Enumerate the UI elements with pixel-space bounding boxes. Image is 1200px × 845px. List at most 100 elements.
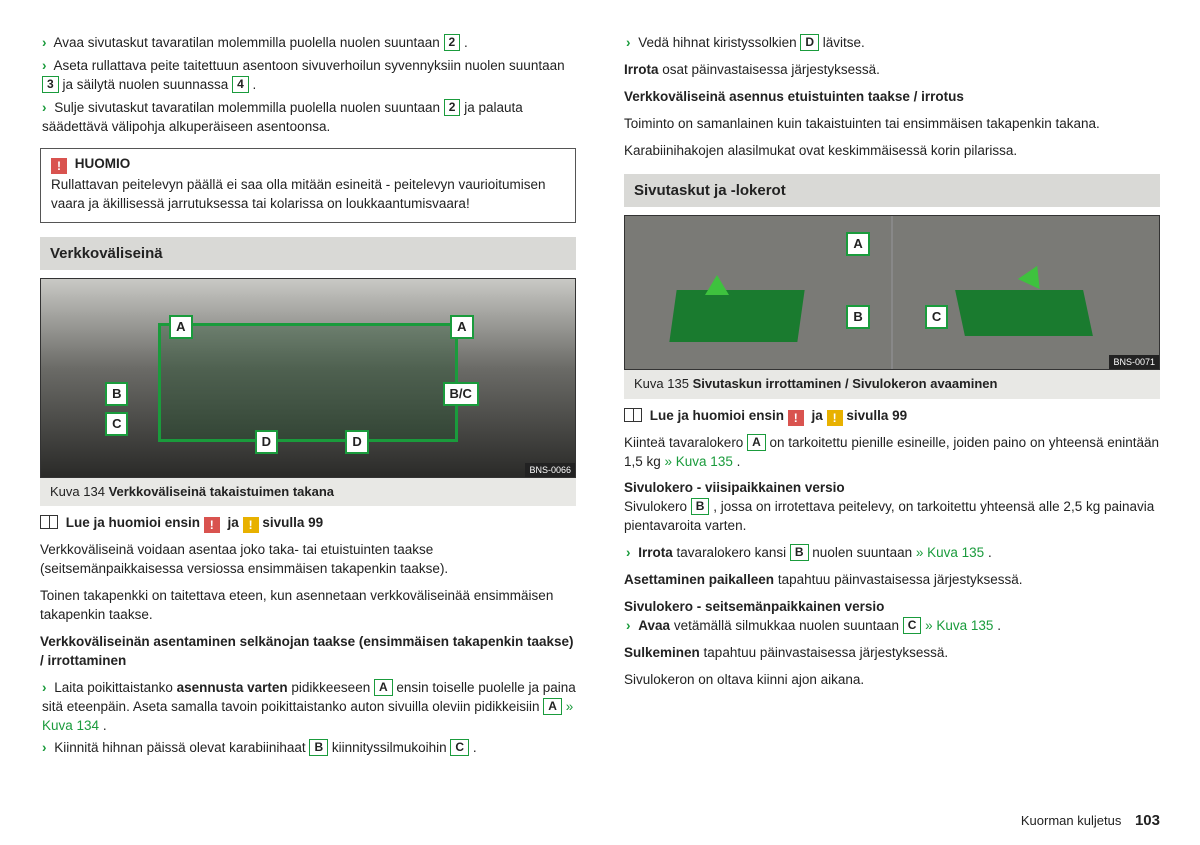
text: Laita poikittaistanko (54, 680, 176, 695)
page-number: 103 (1135, 812, 1160, 829)
bullet-install-bar: › Laita poikittaistanko asennusta varten… (40, 679, 576, 736)
text: . (464, 35, 468, 50)
step-ref: 3 (42, 76, 59, 93)
bullet-open-compartment: › Avaa vetämällä silmukkaa nuolen suunta… (624, 617, 1160, 636)
paragraph-remove: Irrota osat päinvastaisessa järjestykses… (624, 61, 1160, 80)
paragraph: Toiminto on samanlainen kuin takaistuint… (624, 115, 1160, 134)
arrow-icon (1018, 261, 1048, 289)
callout-a: A (169, 315, 192, 339)
chevron-icon: › (42, 58, 47, 73)
chevron-icon: › (42, 100, 47, 115)
text: Avaa sivutaskut tavaratilan molemmilla p… (54, 35, 444, 50)
text-bold: Irrota (624, 62, 659, 77)
arrow-icon (705, 275, 729, 295)
text: sivulla 99 (262, 515, 323, 530)
figure-135-left: A B (625, 216, 891, 369)
section-heading-pockets: Sivutaskut ja -lokerot (624, 174, 1160, 207)
sub-heading: Sivulokero - viisipaikkainen versio (624, 479, 1160, 498)
callout-a: A (450, 315, 473, 339)
text: . (997, 618, 1001, 633)
callout-d: D (255, 430, 278, 454)
net-overlay (158, 323, 457, 442)
bullet-open-pockets: › Avaa sivutaskut tavaratilan molemmilla… (40, 34, 576, 53)
letter-ref: B (309, 739, 328, 756)
letter-ref: C (903, 617, 922, 634)
section-heading-net: Verkkoväliseinä (40, 237, 576, 270)
chevron-icon: › (626, 35, 631, 50)
sub-heading: Verkkoväliseinä asennus etuistuinten taa… (624, 88, 1160, 107)
figure-title: Sivutaskun irrottaminen / Sivulokeron av… (693, 376, 998, 391)
text-bold: Avaa (638, 618, 670, 633)
text-bold: Asettaminen paikalleen (624, 572, 774, 587)
text: Vedä hihnat kiristyssolkien (638, 35, 800, 50)
paragraph-reinstall: Asettaminen paikalleen tapahtuu päinvast… (624, 571, 1160, 590)
text: Sivulokero (624, 499, 691, 514)
bullet-remove-cover: › Irrota tavaralokero kansi B nuolen suu… (624, 544, 1160, 563)
read-first-line: Lue ja huomioi ensin ! ja ! sivulla 99 (40, 514, 576, 533)
footer-section: Kuorman kuljetus (1021, 813, 1121, 828)
warning-body: Rullattavan peitelevyn päällä ei saa oll… (51, 176, 565, 214)
text: ja (812, 408, 827, 423)
step-ref: 4 (232, 76, 249, 93)
paragraph: Toinen takapenkki on taitettava eteen, k… (40, 587, 576, 625)
text: Lue ja huomioi ensin (66, 515, 204, 530)
chevron-icon: › (626, 618, 631, 633)
warning-box: ! HUOMIO Rullattavan peitelevyn päällä e… (40, 148, 576, 223)
text: . (737, 454, 741, 469)
text: ja (228, 515, 243, 530)
book-icon (40, 515, 58, 529)
left-column: › Avaa sivutaskut tavaratilan molemmilla… (40, 30, 576, 762)
warning-icon: ! (788, 410, 804, 426)
paragraph: Verkkoväliseinä voidaan asentaa joko tak… (40, 541, 576, 579)
caution-icon: ! (827, 410, 843, 426)
sub-heading: Sivulokero - seitsemänpaikkainen versio (624, 598, 1160, 617)
callout-b: B (846, 305, 869, 329)
figure-134: A A B C D D B/C BNS-0066 (40, 278, 576, 478)
figure-ref: » Kuva 135 (665, 454, 733, 469)
paragraph: Sivulokeron on oltava kiinni ajon aikana… (624, 671, 1160, 690)
figure-135: A B C BNS-0071 (624, 215, 1160, 370)
figure-code: BNS-0066 (525, 463, 575, 478)
callout-b: B (105, 382, 128, 406)
page-footer: Kuorman kuljetus 103 (1021, 810, 1160, 831)
letter-ref: B (691, 498, 710, 515)
warning-head: ! HUOMIO (51, 155, 565, 174)
callout-c: C (925, 305, 948, 329)
text: lävitse. (823, 35, 865, 50)
book-icon (624, 408, 642, 422)
text: HUOMIO (75, 156, 131, 171)
figure-ref: » Kuva 135 (916, 545, 984, 560)
text: Kiinteä tavaralokero (624, 435, 747, 450)
text-bold: Sulkeminen (624, 645, 700, 660)
green-overlay (669, 290, 804, 342)
text: tapahtuu päinvastaisessa järjestyksessä. (704, 645, 949, 660)
figure-code: BNS-0071 (1109, 355, 1159, 370)
text: vetämällä silmukkaa nuolen suuntaan (674, 618, 903, 633)
caution-icon: ! (243, 517, 259, 533)
text: . (473, 740, 477, 755)
figure-135-caption: Kuva 135 Sivutaskun irrottaminen / Sivul… (624, 370, 1160, 398)
text: kiinnityssilmukoihin (332, 740, 451, 755)
chevron-icon: › (42, 740, 47, 755)
paragraph: Karabiinihakojen alasilmukat ovat keskim… (624, 142, 1160, 161)
bullet-attach-hooks: › Kiinnitä hihnan päissä olevat karabiin… (40, 739, 576, 758)
letter-ref: C (450, 739, 469, 756)
paragraph: Sivulokero B , jossa on irrotettava peit… (624, 498, 1160, 536)
chevron-icon: › (42, 680, 47, 695)
green-overlay (955, 290, 1092, 336)
warning-icon: ! (51, 158, 67, 174)
text: sivulla 99 (846, 408, 907, 423)
callout-d: D (345, 430, 368, 454)
bullet-pull-straps: › Vedä hihnat kiristyssolkien D lävitse. (624, 34, 1160, 53)
callout-a: A (846, 232, 869, 256)
figure-num: Kuva 135 (634, 376, 689, 391)
figure-135-right: C BNS-0071 (893, 216, 1159, 369)
paragraph-closing: Sulkeminen tapahtuu päinvastaisessa järj… (624, 644, 1160, 663)
chevron-icon: › (42, 35, 47, 50)
text: tapahtuu päinvastaisessa järjestyksessä. (778, 572, 1023, 587)
warning-icon: ! (204, 517, 220, 533)
text-bold: asennusta varten (177, 680, 288, 695)
figure-134-caption: Kuva 134 Verkkoväliseinä takaistuimen ta… (40, 478, 576, 506)
text: . (103, 718, 107, 733)
right-column: › Vedä hihnat kiristyssolkien D lävitse.… (624, 30, 1160, 762)
